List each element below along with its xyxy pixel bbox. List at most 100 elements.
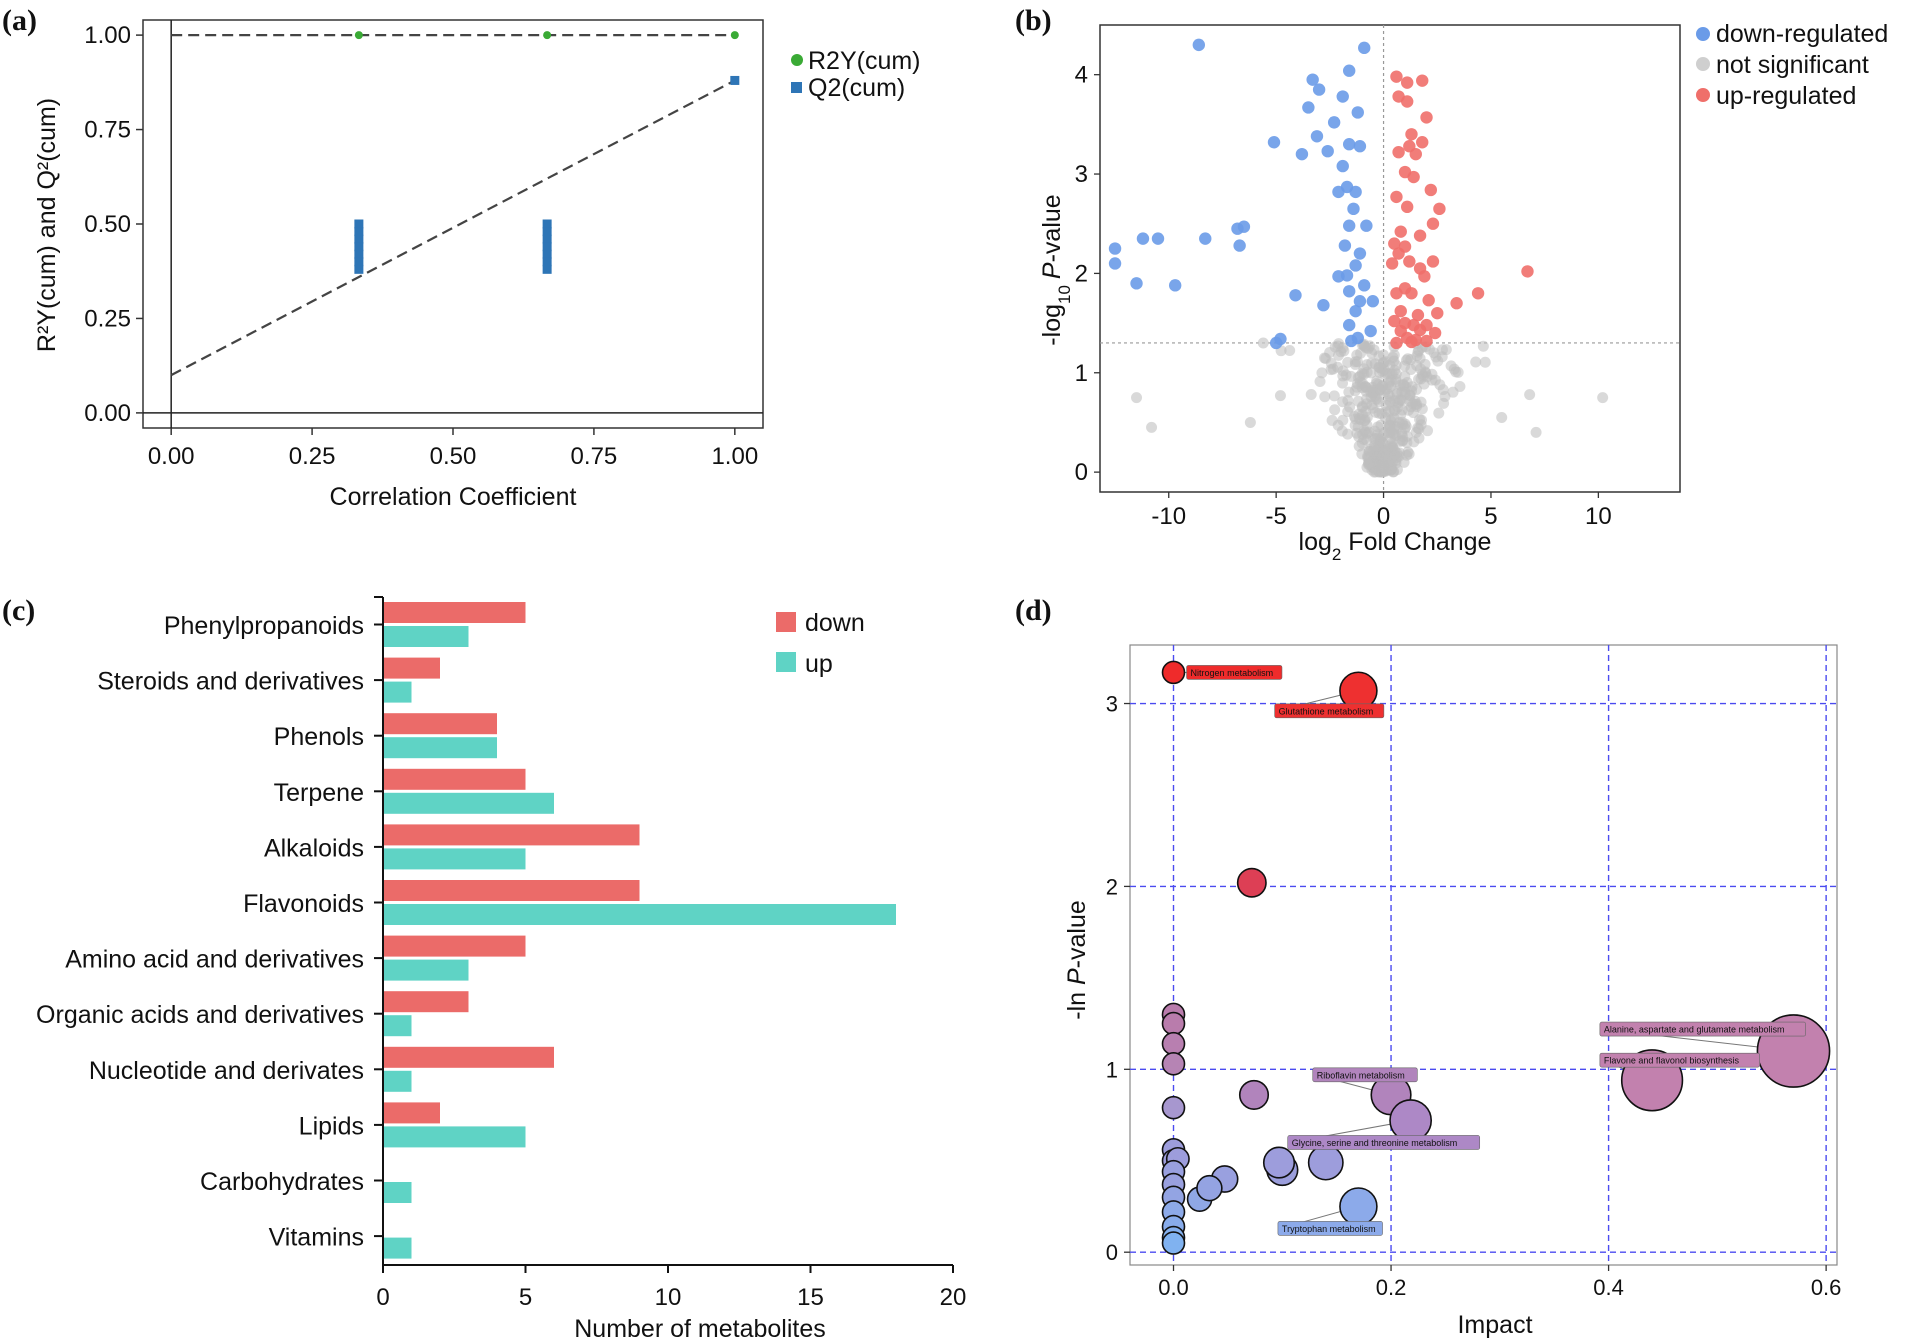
panel-a-x-tick-label: 0.50 xyxy=(430,443,477,470)
not-significant-point xyxy=(1379,412,1391,424)
not-significant-point xyxy=(1367,456,1379,468)
up-regulated-point xyxy=(1405,287,1418,300)
not-significant-point xyxy=(1353,440,1365,452)
not-significant-point xyxy=(1394,394,1406,406)
legend-marker-not-significant xyxy=(1696,57,1710,71)
q2-point xyxy=(730,75,740,85)
not-significant-point xyxy=(1284,344,1296,356)
down-regulated-point xyxy=(1353,140,1367,153)
down-regulated-point xyxy=(1342,318,1356,332)
panel-c-x-tick-label: 5 xyxy=(519,1284,532,1311)
not-significant-point xyxy=(1328,390,1340,402)
down-regulated-point xyxy=(1353,295,1367,308)
not-significant-point xyxy=(1367,445,1379,457)
down-regulated-point xyxy=(1108,257,1122,270)
q2-point xyxy=(542,257,552,267)
not-significant-point xyxy=(1337,365,1349,377)
panel-c-x-tick-label: 10 xyxy=(655,1284,682,1311)
bar-up xyxy=(383,1126,526,1148)
down-regulated-point xyxy=(1108,242,1122,255)
up-regulated-point xyxy=(1388,314,1401,328)
not-significant-point xyxy=(1434,379,1446,391)
not-significant-point xyxy=(1329,404,1341,416)
up-regulated-point xyxy=(1405,128,1418,141)
panel-b-x-tick-label: 10 xyxy=(1585,503,1612,530)
panel-d-y-tick-label: 0 xyxy=(1106,1240,1118,1265)
down-regulated-point xyxy=(1317,299,1330,312)
not-significant-point xyxy=(1524,389,1536,401)
panel-b-x-axis-label: log2 Fold Change xyxy=(1299,528,1492,564)
r2y-point xyxy=(543,31,552,40)
category-label: Phenylpropanoids xyxy=(164,612,364,640)
not-significant-point xyxy=(1342,428,1354,440)
panel-d-x-tick-label: 0.4 xyxy=(1593,1275,1624,1300)
bar-down xyxy=(383,602,526,623)
up-regulated-point xyxy=(1400,76,1414,89)
q2-point xyxy=(354,234,364,244)
panel-d-pathway-plot: Nitrogen metabolism Glutathione metabolis… xyxy=(1063,644,1842,1339)
up-regulated-point xyxy=(1422,294,1435,307)
up-regulated-point xyxy=(1413,229,1427,242)
panel-d-x-tick-label: 0.2 xyxy=(1376,1275,1407,1300)
bar-down xyxy=(383,824,640,846)
not-significant-point xyxy=(1530,426,1542,438)
down-regulated-point xyxy=(1269,336,1283,350)
down-regulated-point xyxy=(1130,277,1143,290)
panel-d-x-tick-label: 0.6 xyxy=(1811,1275,1842,1300)
panel-label-c: (c) xyxy=(2,594,35,627)
not-significant-point xyxy=(1428,347,1440,359)
not-significant-point xyxy=(1332,340,1344,352)
panel-d-y-tick-label: 2 xyxy=(1106,874,1118,899)
up-regulated-point xyxy=(1390,287,1403,300)
down-regulated-point xyxy=(1312,83,1326,96)
not-significant-point xyxy=(1244,416,1256,428)
not-significant-point xyxy=(1399,360,1411,372)
not-significant-point xyxy=(1361,398,1373,410)
not-significant-point xyxy=(1314,376,1326,388)
pathway-label: Alanine, aspartate and glutamate metabol… xyxy=(1604,1025,1785,1035)
panel-a-x-tick-label: 1.00 xyxy=(711,443,758,470)
panel-a-y-tick-label: 0.75 xyxy=(84,117,131,144)
down-regulated-point xyxy=(1349,185,1362,199)
up-regulated-point xyxy=(1420,334,1433,348)
down-regulated-point xyxy=(1342,219,1356,232)
pathway-label: Nitrogen metabolism xyxy=(1191,668,1274,678)
panel-a-y-tick-label: 0.00 xyxy=(84,400,131,427)
not-significant-point xyxy=(1274,390,1286,402)
down-regulated-point xyxy=(1349,304,1362,318)
up-regulated-point xyxy=(1416,74,1429,87)
panel-c-x-tick-label: 20 xyxy=(940,1284,967,1311)
down-regulated-point xyxy=(1351,106,1364,119)
q2-point xyxy=(542,249,552,259)
q2-point xyxy=(542,242,552,252)
bar-down xyxy=(383,657,440,679)
bar-down xyxy=(383,713,497,735)
down-regulated-point xyxy=(1237,220,1251,233)
up-regulated-point xyxy=(1428,326,1442,340)
bar-up xyxy=(383,792,554,814)
panel-b-y-tick-label: 3 xyxy=(1075,161,1088,188)
panel-a-x-tick-label: 0.75 xyxy=(571,443,618,470)
not-significant-point xyxy=(1426,368,1438,380)
up-regulated-point xyxy=(1385,257,1399,270)
not-significant-point xyxy=(1479,356,1491,368)
pathway-point xyxy=(1196,1174,1223,1202)
pathway-label-box xyxy=(1312,1067,1418,1083)
panel-a-fit-line-2 xyxy=(170,79,736,377)
not-significant-point xyxy=(1351,356,1363,368)
down-regulated-point xyxy=(1353,247,1367,260)
bar-down xyxy=(383,1102,440,1124)
category-label: Flavonoids xyxy=(243,890,364,918)
panel-b-y-axis-label: -log10P-value xyxy=(1038,194,1074,345)
pathway-label-box xyxy=(1599,1021,1806,1037)
not-significant-point xyxy=(1361,419,1373,431)
up-regulated-point xyxy=(1426,255,1440,268)
pathway-point xyxy=(1161,1231,1186,1255)
legend-label-down-regulated: down-regulated xyxy=(1716,20,1888,48)
bar-down xyxy=(383,880,640,901)
down-regulated-point xyxy=(1295,147,1309,161)
q2-point xyxy=(542,219,552,229)
category-label: Organic acids and derivatives xyxy=(36,1001,364,1029)
down-regulated-point xyxy=(1267,136,1281,149)
bar-up xyxy=(383,848,526,870)
